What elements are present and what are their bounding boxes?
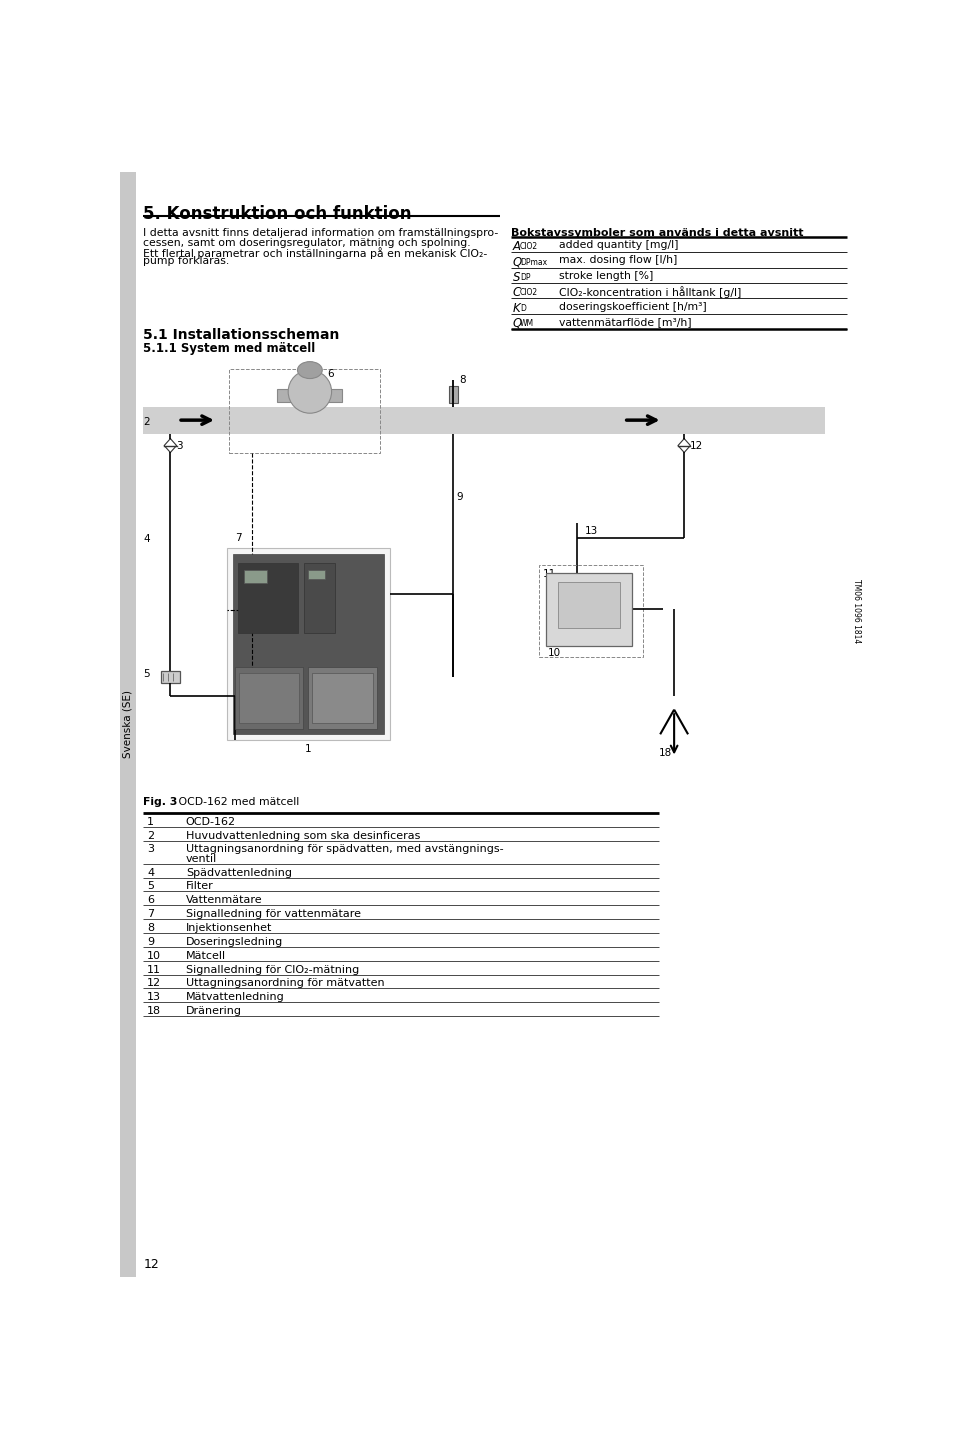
Bar [558, 581, 620, 629]
Text: 13: 13 [147, 992, 161, 1002]
Text: Doseringsledning: Doseringsledning [186, 937, 283, 947]
Text: stroke length [%]: stroke length [%] [560, 271, 654, 281]
Text: max. dosing flow [l/h]: max. dosing flow [l/h] [560, 255, 678, 265]
Text: Vattenmätare: Vattenmätare [186, 895, 262, 905]
Text: 12: 12 [147, 979, 161, 989]
Text: Injektionsenhet: Injektionsenhet [186, 923, 273, 933]
Text: Ett flertal parametrar och inställningarna på en mekanisk ClO₂-: Ett flertal parametrar och inställningar… [143, 247, 488, 258]
Text: 8: 8 [460, 375, 466, 385]
Bar [448, 386, 458, 403]
Text: DP: DP [520, 273, 531, 283]
Bar [228, 369, 379, 453]
Text: C: C [513, 286, 521, 298]
Text: DPmax: DPmax [520, 258, 547, 267]
Text: Dränering: Dränering [186, 1006, 242, 1016]
Text: Uttagningsanordning för mätvatten: Uttagningsanordning för mätvatten [186, 979, 385, 989]
Bar [227, 548, 390, 740]
Text: Svenska (SE): Svenska (SE) [123, 690, 132, 758]
Bar [120, 172, 135, 1277]
Text: 7: 7 [147, 910, 155, 918]
Bar [238, 564, 299, 633]
Text: 11: 11 [542, 568, 556, 578]
Text: 6: 6 [327, 369, 333, 379]
Text: pump förklaras.: pump förklaras. [143, 255, 229, 265]
Text: 10: 10 [147, 950, 161, 960]
Text: Huvudvattenledning som ska desinficeras: Huvudvattenledning som ska desinficeras [186, 831, 420, 841]
Text: 1: 1 [305, 745, 312, 755]
Text: K: K [513, 301, 520, 314]
Text: Mätvattenledning: Mätvattenledning [186, 992, 284, 1002]
Bar [233, 554, 383, 735]
Text: 18: 18 [147, 1006, 161, 1016]
Bar [308, 667, 376, 729]
Text: 11: 11 [147, 964, 161, 974]
Bar [546, 573, 632, 646]
Text: Uttagningsanordning för spädvatten, med avstängnings-: Uttagningsanordning för spädvatten, med … [186, 844, 503, 854]
Text: 12: 12 [143, 1258, 159, 1271]
Text: ClO2: ClO2 [520, 288, 538, 297]
Text: Bokstavssymboler som används i detta avsnitt: Bokstavssymboler som används i detta avs… [512, 228, 804, 238]
Text: 9: 9 [147, 937, 155, 947]
Text: 3: 3 [147, 844, 155, 854]
Text: 5: 5 [147, 881, 155, 891]
Bar [277, 389, 343, 402]
Text: 10: 10 [548, 649, 561, 659]
Text: Signalledning för vattenmätare: Signalledning för vattenmätare [186, 910, 361, 918]
Text: Filter: Filter [186, 881, 214, 891]
Bar [143, 408, 826, 433]
Text: 8: 8 [147, 923, 155, 933]
Bar [161, 672, 180, 683]
Text: 13: 13 [585, 527, 598, 537]
Text: 18: 18 [659, 748, 672, 758]
Text: 5.1.1 System med mätcell: 5.1.1 System med mätcell [143, 342, 316, 354]
Text: 2: 2 [147, 831, 155, 841]
Text: ClO2: ClO2 [520, 243, 538, 251]
Text: D: D [520, 304, 526, 313]
Text: TM06 1096 1814: TM06 1096 1814 [852, 578, 861, 643]
Text: Mätcell: Mätcell [186, 950, 226, 960]
Text: 2: 2 [143, 418, 150, 428]
Text: Spädvattenledning: Spädvattenledning [186, 868, 292, 878]
Text: 1: 1 [147, 817, 155, 827]
Bar [307, 570, 324, 578]
Text: 5.1 Installationsscheman: 5.1 Installationsscheman [143, 327, 340, 342]
Bar [239, 673, 299, 723]
Text: Signalledning för ClO₂-mätning: Signalledning för ClO₂-mätning [186, 964, 359, 974]
Text: 6: 6 [147, 895, 155, 905]
Text: 5. Konstruktion och funktion: 5. Konstruktion och funktion [143, 205, 412, 222]
Text: OCD-162: OCD-162 [186, 817, 236, 827]
Bar [234, 667, 303, 729]
Text: I detta avsnitt finns detaljerad information om framställningspro-: I detta avsnitt finns detaljerad informa… [143, 228, 498, 238]
Text: 9: 9 [456, 492, 463, 502]
Text: S: S [513, 271, 520, 284]
Text: vattenmätarflöde [m³/h]: vattenmätarflöde [m³/h] [560, 317, 692, 327]
Text: WM: WM [520, 319, 534, 329]
Text: 7: 7 [234, 532, 241, 542]
Bar [304, 564, 335, 633]
Text: ClO₂-koncentration i hålltank [g/l]: ClO₂-koncentration i hålltank [g/l] [560, 286, 742, 298]
Text: Q: Q [513, 317, 522, 330]
Text: 12: 12 [689, 441, 703, 451]
Text: 3: 3 [176, 441, 182, 451]
Ellipse shape [298, 362, 323, 379]
Text: ventil: ventil [186, 854, 217, 864]
Text: doseringskoefficient [h/m³]: doseringskoefficient [h/m³] [560, 301, 708, 311]
Text: A: A [513, 240, 521, 253]
Text: OCD-162 med mätcell: OCD-162 med mätcell [168, 798, 300, 808]
Text: 4: 4 [143, 534, 150, 544]
Circle shape [288, 370, 331, 413]
Text: 4: 4 [147, 868, 155, 878]
Text: Fig. 3: Fig. 3 [143, 798, 178, 808]
Text: Q: Q [513, 255, 522, 268]
Bar [244, 570, 267, 584]
Text: 5: 5 [143, 669, 150, 679]
Text: cessen, samt om doseringsregulator, mätning och spolning.: cessen, samt om doseringsregulator, mätn… [143, 238, 470, 248]
Bar [312, 673, 372, 723]
Bar [539, 565, 643, 657]
Text: added quantity [mg/l]: added quantity [mg/l] [560, 240, 679, 250]
